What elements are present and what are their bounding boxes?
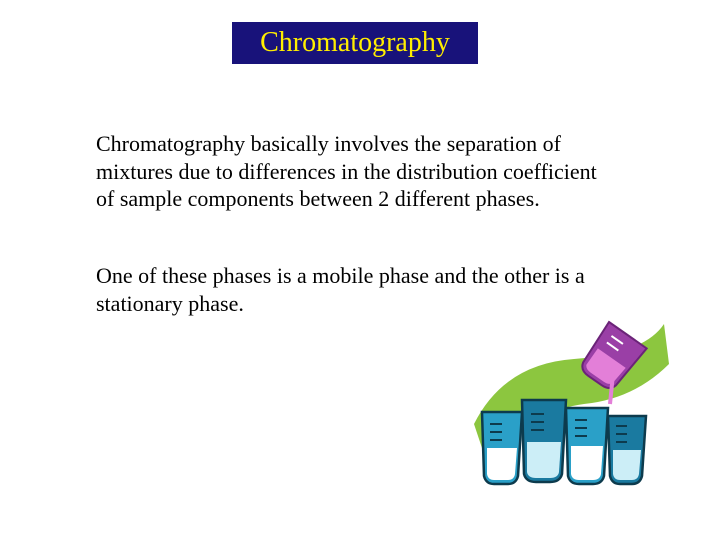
beaker-2 [522,400,566,482]
lab-clipart [464,304,674,494]
lab-beakers-icon [464,304,674,494]
beaker-4 [608,416,646,484]
slide-title-box: Chromatography [232,22,478,64]
beaker-1 [482,412,522,484]
slide-title: Chromatography [260,27,450,59]
paragraph-1: Chromatography basically involves the se… [96,130,616,213]
beaker-3 [566,408,608,484]
